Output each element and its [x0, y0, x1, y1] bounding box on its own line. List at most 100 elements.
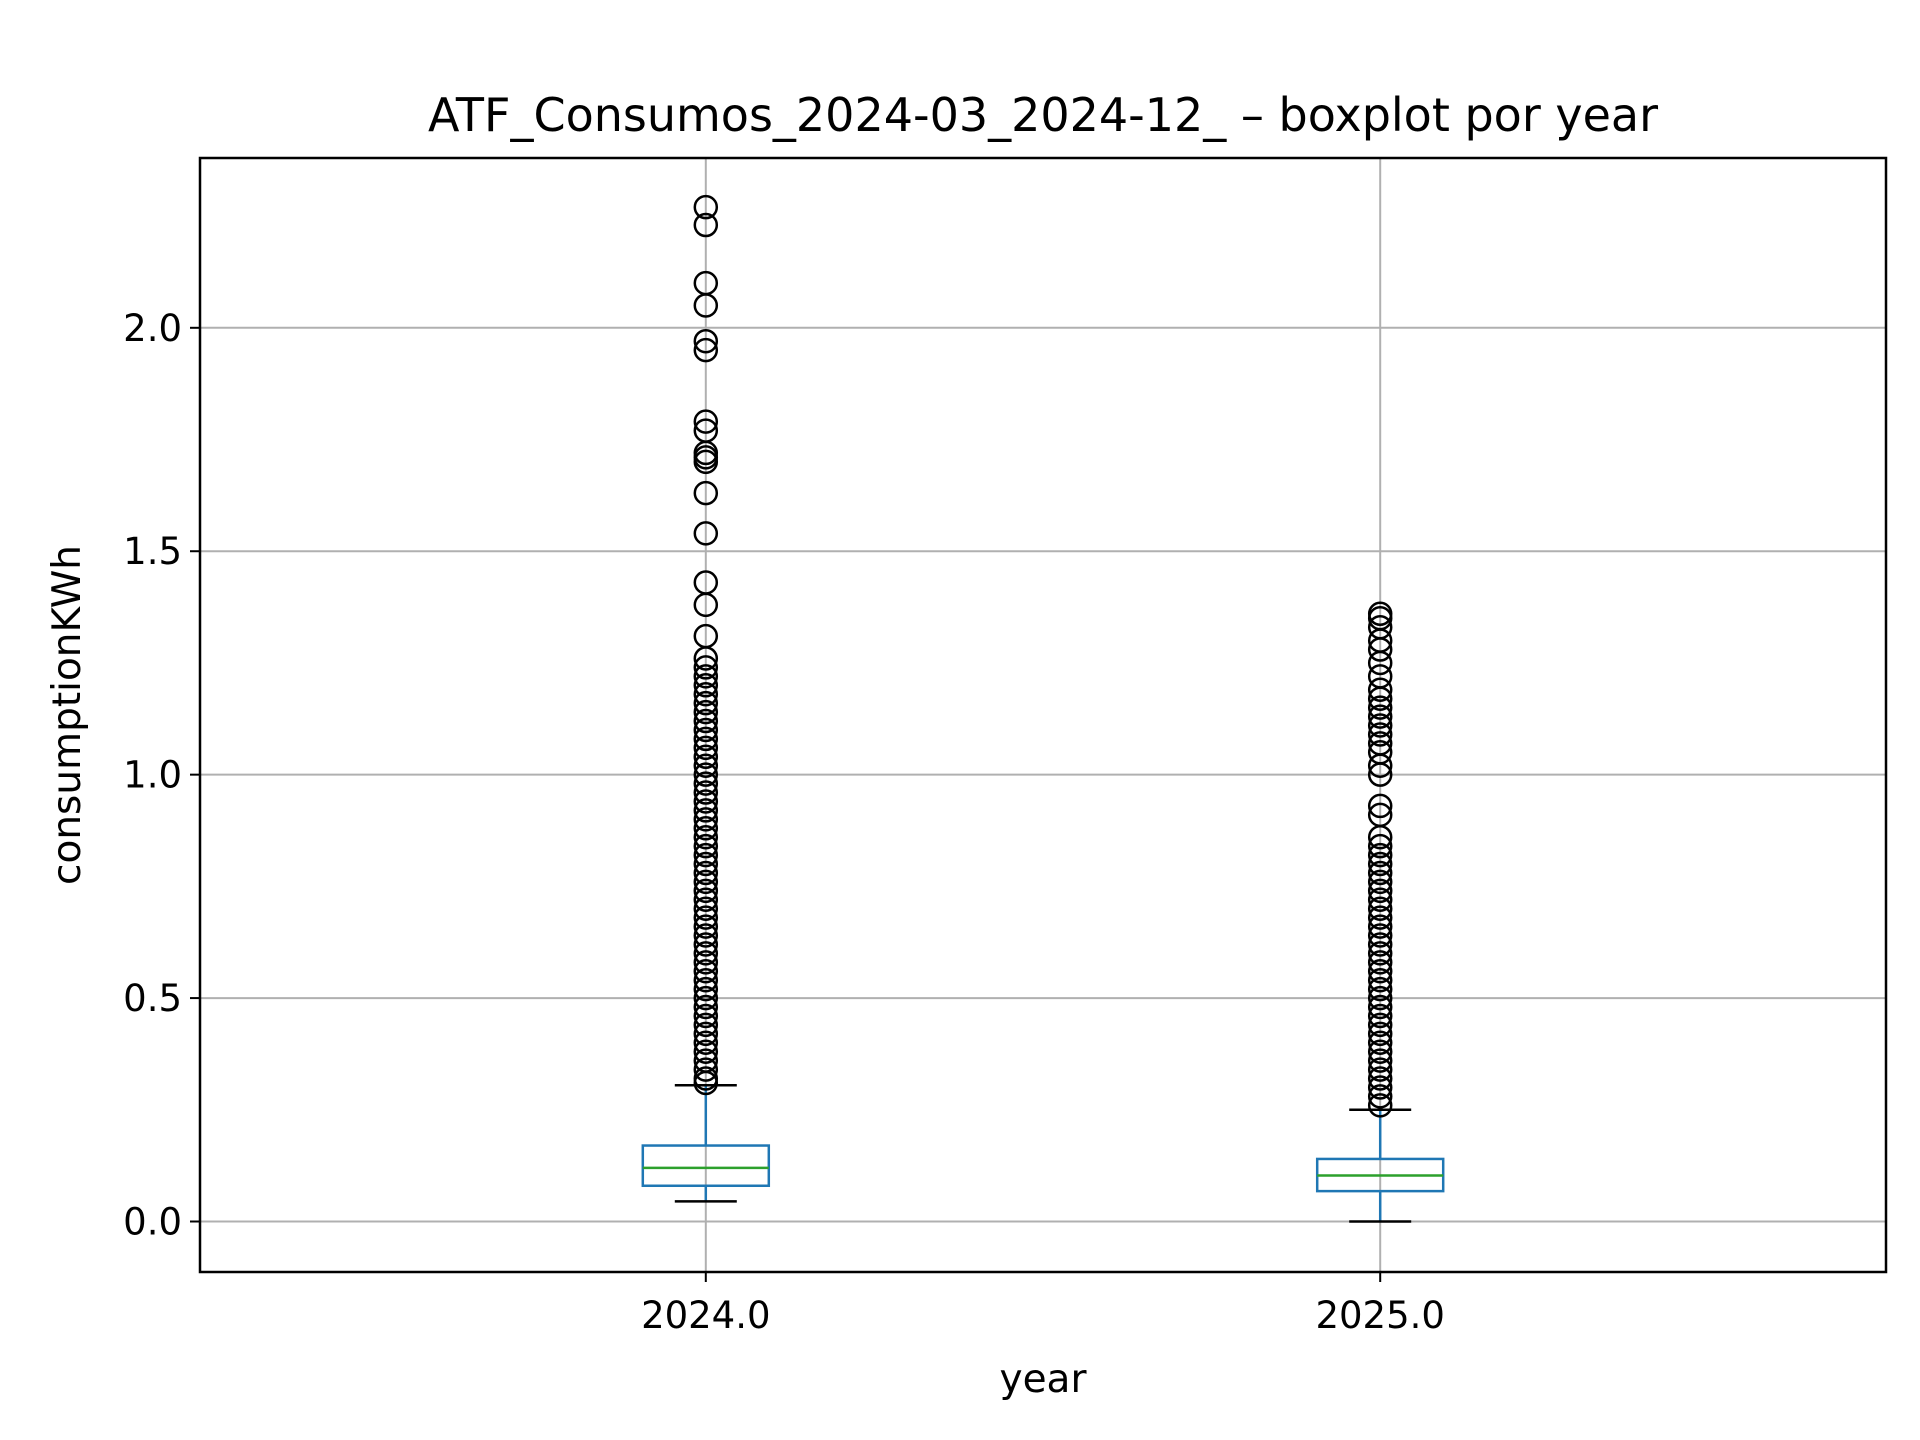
outlier-point — [693, 905, 719, 930]
outlier-point — [1367, 1030, 1393, 1056]
outlier-point — [1367, 722, 1393, 747]
y-tick-label: 0.0 — [123, 1201, 182, 1244]
outlier-point — [693, 655, 719, 680]
outlier-point — [693, 967, 719, 993]
outlier-point — [693, 816, 719, 841]
outlier-point — [1367, 923, 1393, 948]
outlier-point — [1367, 1057, 1393, 1082]
outlier-point — [1367, 1084, 1393, 1109]
y-tick-label: 1.5 — [123, 530, 182, 573]
plot-frame — [198, 156, 1888, 1274]
outlier-point — [693, 1057, 719, 1082]
outlier-point — [693, 646, 719, 671]
x-tick-label: 2025.0 — [1315, 1294, 1444, 1337]
outlier-point — [693, 976, 719, 1002]
outlier-point — [1367, 959, 1393, 984]
outlier-point — [1367, 1039, 1393, 1064]
outlier-point — [693, 932, 719, 957]
outlier-point — [1367, 833, 1393, 859]
outlier-point — [693, 959, 719, 984]
outlier-point — [1367, 1003, 1393, 1029]
outlier-point — [693, 771, 719, 796]
outlier-point — [693, 480, 719, 506]
outlier-point — [1367, 860, 1393, 886]
outlier-point — [693, 833, 719, 859]
outlier-point — [1367, 976, 1393, 1002]
outlier-point — [693, 789, 719, 814]
outlier-point — [693, 664, 719, 689]
outlier-point — [693, 690, 719, 716]
axis-ticks: 0.0 0.5 1.0 1.5 2.0 2024.0 2025.0 — [123, 307, 1445, 1337]
outlier-point — [1367, 950, 1393, 975]
outlier-point — [693, 328, 719, 354]
outlier-point — [1367, 713, 1393, 738]
outlier-point — [1367, 704, 1393, 729]
outlier-point — [1367, 842, 1393, 868]
box-elements — [641, 194, 1445, 1223]
outlier-point — [693, 1039, 719, 1064]
outlier-point — [1367, 1066, 1393, 1091]
outlier-point — [693, 409, 719, 434]
outlier-point — [1367, 932, 1393, 957]
outlier-point — [693, 449, 719, 475]
outlier-point — [693, 914, 719, 939]
outlier-point — [693, 1021, 719, 1047]
outlier-point — [693, 212, 719, 238]
outlier-point — [693, 293, 719, 318]
outlier-point — [693, 194, 719, 220]
y-tick-label: 0.5 — [123, 977, 182, 1020]
outlier-point — [693, 753, 719, 778]
outlier-point — [693, 842, 719, 868]
outlier-point — [1367, 869, 1393, 895]
outlier-point — [1367, 878, 1393, 904]
box-group-2025.0 — [1315, 601, 1445, 1223]
outlier-point — [693, 1003, 719, 1029]
outlier-point — [693, 923, 719, 948]
outlier-point — [693, 726, 719, 752]
outlier-point — [693, 896, 719, 921]
outlier-point — [1367, 762, 1393, 787]
outlier-point — [1367, 887, 1393, 913]
outlier-point — [1367, 637, 1393, 662]
outlier-point — [693, 717, 719, 743]
x-tick-label: 2024.0 — [641, 1294, 770, 1337]
outlier-point — [693, 941, 719, 966]
outlier-point — [1367, 753, 1393, 778]
outlier-point — [693, 950, 719, 975]
y-tick-label: 1.0 — [123, 754, 182, 797]
outlier-point — [693, 887, 719, 913]
outlier-point — [693, 592, 719, 618]
y-axis-label: consumptionKWh — [45, 545, 90, 885]
outlier-point — [1367, 650, 1393, 676]
outlier-point — [1367, 1093, 1393, 1118]
outlier-point — [693, 994, 719, 1020]
outlier-point — [693, 985, 719, 1011]
outlier-point — [1367, 941, 1393, 966]
outlier-point — [693, 780, 719, 805]
outlier-point — [1367, 1021, 1393, 1047]
outlier-point — [693, 744, 719, 770]
y-tick-label: 2.0 — [123, 307, 182, 350]
outlier-point — [1367, 1048, 1393, 1073]
outlier-point — [693, 851, 719, 877]
outlier-point — [693, 1012, 719, 1038]
outlier-point — [693, 1070, 719, 1096]
outlier-point — [1367, 824, 1393, 850]
outlier-point — [1367, 985, 1393, 1011]
outlier-point — [693, 878, 719, 904]
outlier-point — [693, 798, 719, 823]
outlier-point — [693, 521, 719, 546]
outlier-point — [1367, 896, 1393, 921]
outlier-point — [1367, 793, 1393, 819]
outlier-point — [693, 337, 719, 363]
x-axis-label: year — [999, 1357, 1087, 1402]
outlier-point — [1367, 677, 1393, 703]
outlier-point — [1367, 905, 1393, 930]
outlier-point — [693, 860, 719, 886]
outlier-point — [1367, 914, 1393, 939]
chart-title: ATF_Consumos_2024-03_2024-12_ – boxplot … — [428, 88, 1658, 142]
iqr-box — [641, 1144, 771, 1188]
outlier-point — [693, 699, 719, 725]
outlier-point — [1367, 1012, 1393, 1038]
